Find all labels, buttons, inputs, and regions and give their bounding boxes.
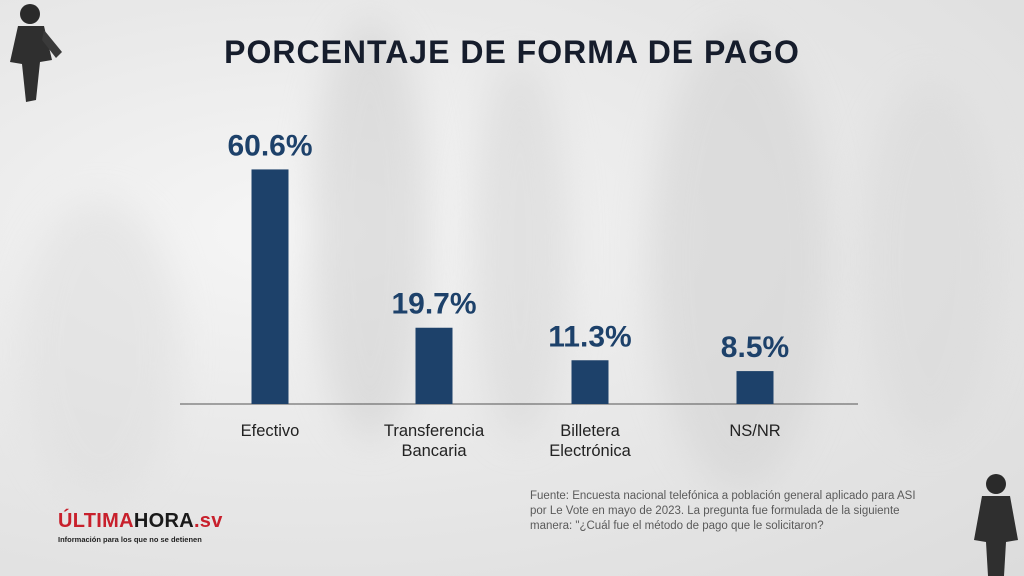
bar-value-label: 60.6% [227, 129, 312, 162]
category-label: Transferencia [384, 422, 485, 440]
logo-part-hora: HORA [133, 510, 194, 532]
bar [415, 327, 453, 404]
person-silhouette-icon [10, 4, 62, 102]
category-label: Bancaria [401, 442, 467, 460]
logo-part-sv: .sv [193, 510, 223, 532]
category-label: Efectivo [241, 422, 300, 440]
logo-part-ultima: ÚLTIMA [58, 510, 134, 532]
bar-value-label: 19.7% [391, 288, 476, 321]
category-label: Billetera [560, 422, 620, 440]
chart-title: PORCENTAJE DE FORMA DE PAGO [224, 34, 800, 70]
category-label: NS/NR [729, 422, 780, 440]
category-label: Electrónica [549, 442, 631, 460]
source-note: Fuente: Encuesta nacional telefónica a p… [530, 490, 916, 532]
person-silhouette-icon [974, 474, 1018, 576]
ultimahora-logo: ÚLTIMAHORA.sv Información para los que n… [58, 510, 223, 544]
bar-value-label: 8.5% [721, 331, 789, 364]
bar-value-label: 11.3% [548, 320, 631, 353]
bar [736, 371, 774, 404]
logo-tagline: Información para los que no se detienen [58, 535, 202, 544]
bar [251, 169, 289, 404]
bar [571, 360, 609, 404]
